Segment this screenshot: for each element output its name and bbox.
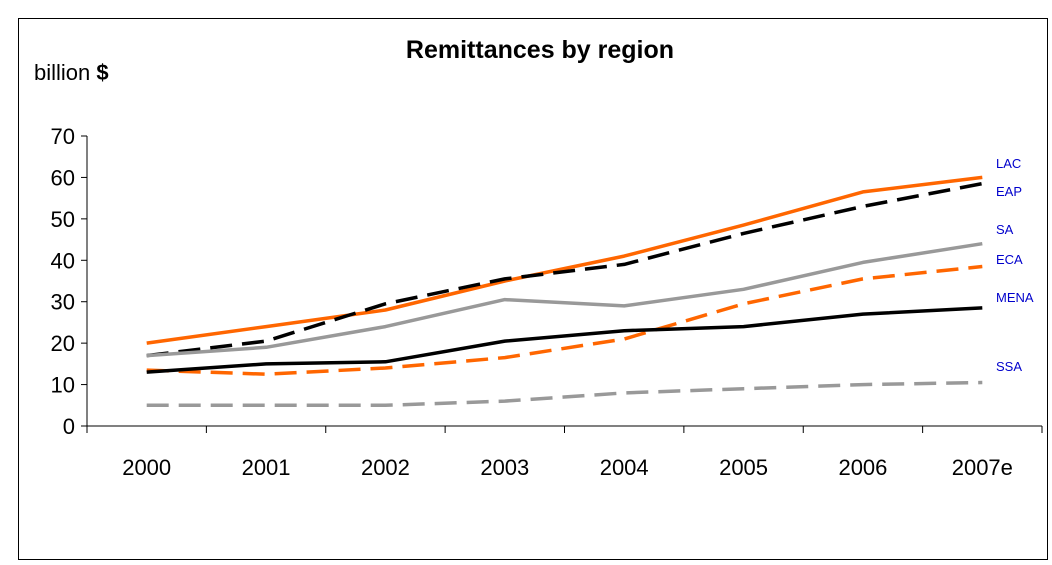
series-label-mena: MENA xyxy=(996,290,1034,305)
series-line-eca xyxy=(146,264,983,376)
y-axis-label: billion $ xyxy=(34,60,109,85)
y-tick-label: 0 xyxy=(63,414,75,439)
series-line-ssa xyxy=(146,380,983,408)
y-tick-label: 60 xyxy=(51,165,75,190)
chart-title: Remittances by region xyxy=(406,36,674,64)
x-tick-label: 2007e xyxy=(952,455,1013,480)
series-label-lac: LAC xyxy=(996,156,1021,171)
series-label-eca: ECA xyxy=(996,252,1023,267)
x-tick-label: 2004 xyxy=(600,455,649,480)
axes: 0 10 20 30 40 50 60 70 2000 2001 2002 2003 2004 2005 2… xyxy=(51,124,1043,480)
series-label-ssa: SSA xyxy=(996,359,1022,374)
x-tick-label: 2001 xyxy=(242,455,291,480)
y-tick-label: 70 xyxy=(51,124,75,149)
chart-frame xyxy=(18,18,1048,560)
series-line-lac xyxy=(146,175,983,345)
x-tick-label: 2003 xyxy=(480,455,529,480)
series-label-eap: EAP xyxy=(996,184,1022,199)
series-line-sa xyxy=(146,241,983,358)
x-tick-label: 2000 xyxy=(122,455,171,480)
y-tick-label: 20 xyxy=(51,331,75,356)
series-line-mena xyxy=(146,306,983,374)
x-tick-label: 2005 xyxy=(719,455,768,480)
y-tick-label: 10 xyxy=(51,373,75,398)
y-tick-label: 30 xyxy=(51,290,75,315)
series-label-sa: SA xyxy=(996,222,1014,237)
series-labels: LAC EAP SA ECA MENA SSA xyxy=(996,156,1034,374)
series-group xyxy=(146,175,983,408)
y-tick-label: 50 xyxy=(51,207,75,232)
series-line-eap xyxy=(146,181,983,358)
x-tick-label: 2006 xyxy=(838,455,887,480)
y-tick-label: 40 xyxy=(51,248,75,273)
x-tick-label: 2002 xyxy=(361,455,410,480)
